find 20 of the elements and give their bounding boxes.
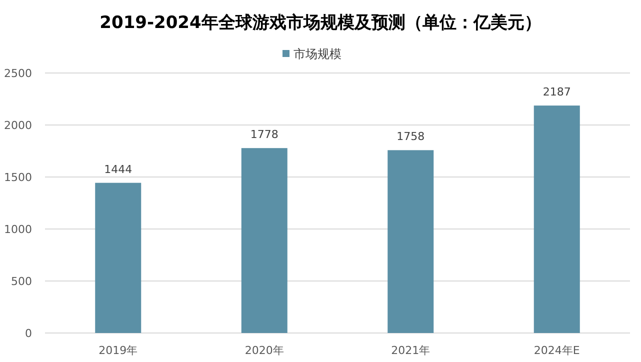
data-label: 1444 [104, 162, 132, 176]
bar [95, 182, 142, 333]
y-tick-label: 2500 [4, 67, 32, 80]
x-tick-label: 2020年 [244, 344, 284, 357]
y-tick-label: 0 [25, 327, 32, 340]
x-tick-label: 2024年E [534, 344, 580, 357]
x-tick-label: 2019年 [98, 344, 138, 357]
legend-label: 市场规模 [294, 47, 342, 61]
x-tick-label: 2021年 [391, 344, 430, 357]
y-tick-label: 500 [11, 275, 32, 288]
bar [534, 106, 580, 333]
y-tick-label: 1500 [4, 171, 32, 184]
data-label: 1758 [396, 130, 425, 144]
data-label: 2187 [542, 86, 571, 99]
bar [388, 150, 434, 333]
chart-title: 2019-2024年全球游戏市场规模及预测（单位：亿美元） [100, 13, 542, 33]
y-tick-label: 2000 [4, 119, 32, 132]
data-label: 1778 [250, 128, 278, 142]
y-tick-label: 1000 [4, 223, 32, 236]
bar [241, 148, 288, 333]
